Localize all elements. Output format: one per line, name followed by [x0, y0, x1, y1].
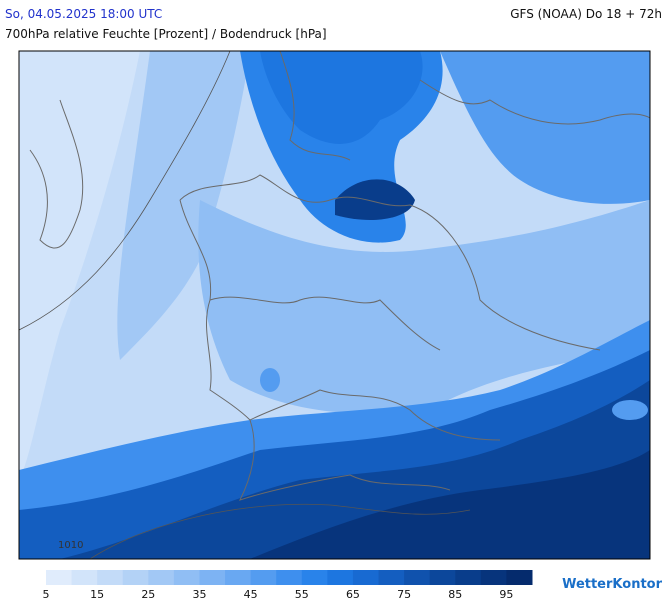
color-swatch [455, 570, 482, 585]
colorbar: 5 15 25 35 45 55 65 75 85 95 [43, 570, 533, 600]
color-swatch [46, 570, 73, 585]
color-swatch [250, 570, 277, 585]
color-swatch [173, 570, 200, 585]
color-swatch [352, 570, 380, 585]
color-swatch [276, 570, 303, 585]
color-swatch [429, 570, 456, 585]
colorbar-label: 25 [141, 588, 155, 600]
color-swatch [97, 570, 124, 585]
color-swatch [480, 570, 507, 585]
colorbar-label: 35 [192, 588, 206, 600]
timestamp: So, 04.05.2025 18:00 UTC [5, 7, 162, 21]
color-swatch [378, 570, 405, 585]
colorbar-label: 45 [244, 588, 258, 600]
color-swatch [199, 570, 226, 585]
colorbar-label: 75 [397, 588, 411, 600]
color-swatch [301, 570, 328, 585]
colorbar-label: 85 [448, 588, 462, 600]
color-swatch [122, 570, 149, 585]
colorbar-label: 65 [346, 588, 360, 600]
color-swatch [327, 570, 354, 585]
brand-logo: WetterKontor [562, 577, 663, 592]
colorbar-label: 5 [43, 588, 50, 600]
color-swatch [506, 570, 533, 585]
colorbar-label: 15 [90, 588, 104, 600]
isobar-label: 1010 [58, 540, 83, 551]
color-swatch [71, 570, 98, 585]
subtitle: 700hPa relative Feuchte [Prozent] / Bode… [5, 27, 327, 41]
model-run: GFS (NOAA) Do 18 + 72h [510, 7, 662, 21]
colorbar-label: 95 [499, 588, 513, 600]
color-swatch [148, 570, 175, 585]
color-swatch [225, 570, 252, 585]
color-swatch [404, 570, 431, 585]
map: 1010 [18, 50, 651, 560]
colorbar-label: 55 [295, 588, 309, 600]
